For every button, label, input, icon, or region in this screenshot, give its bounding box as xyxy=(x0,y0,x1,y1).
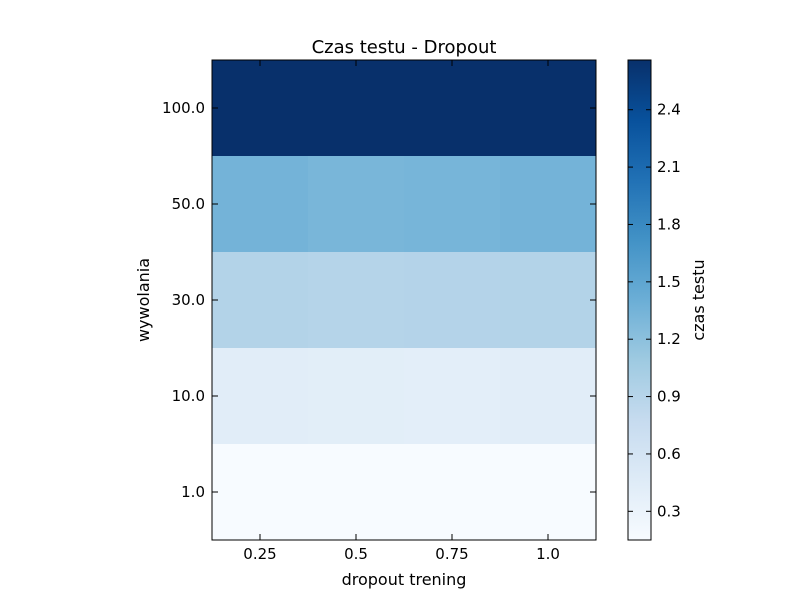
colorbar-tick-label: 2.4 xyxy=(657,101,681,119)
heatmap-cell xyxy=(212,348,309,445)
x-tick-label: 0.75 xyxy=(435,545,468,563)
y-tick-label: 10.0 xyxy=(172,387,205,405)
heatmap-cell xyxy=(500,444,597,541)
heatmap-cells xyxy=(212,60,597,541)
colorbar-tick-label: 0.3 xyxy=(657,502,681,520)
heatmap-cell xyxy=(308,60,405,157)
y-tick-label: 100.0 xyxy=(162,99,205,117)
x-tick-label: 0.25 xyxy=(243,545,276,563)
chart-title: Czas testu - Dropout xyxy=(312,37,497,58)
heatmap-cell xyxy=(308,156,405,253)
y-tick-label: 50.0 xyxy=(172,195,205,213)
heatmap-cell xyxy=(404,348,501,445)
colorbar-axis: 0.3 0.6 0.9 1.2 1.5 1.8 2.1 2.4 xyxy=(628,101,681,520)
colorbar-tick-label: 1.8 xyxy=(657,215,681,233)
heatmap-cell xyxy=(308,348,405,445)
heatmap-cell xyxy=(404,444,501,541)
colorbar-label: czas testu xyxy=(689,259,708,340)
heatmap-cell xyxy=(404,60,501,157)
colorbar-tick-label: 0.9 xyxy=(657,388,681,406)
x-axis: 0.25 0.5 0.75 1.0 xyxy=(243,60,560,563)
heatmap-cell xyxy=(212,444,309,541)
x-axis-label: dropout trening xyxy=(342,570,467,589)
colorbar-tick-label: 2.1 xyxy=(657,158,681,176)
heatmap-cell xyxy=(212,156,309,253)
heatmap-cell xyxy=(404,156,501,253)
heatmap-cell xyxy=(212,60,309,157)
heatmap-cell xyxy=(500,156,597,253)
y-tick-label: 30.0 xyxy=(172,291,205,309)
heatmap-cell xyxy=(404,252,501,349)
heatmap-cell xyxy=(308,252,405,349)
heatmap-cell xyxy=(500,252,597,349)
heatmap-cell xyxy=(500,60,597,157)
x-tick-label: 1.0 xyxy=(536,545,560,563)
heatmap-cell xyxy=(212,252,309,349)
y-axis: 100.0 50.0 30.0 10.0 1.0 xyxy=(162,99,596,501)
y-tick-label: 1.0 xyxy=(181,483,205,501)
colorbar-tick-label: 1.5 xyxy=(657,273,681,291)
y-axis-label: wywolania xyxy=(134,258,153,342)
colorbar xyxy=(627,59,652,541)
plot-frame xyxy=(211,59,597,541)
colorbar-tick-label: 1.2 xyxy=(657,330,681,348)
heatmap-cell xyxy=(308,444,405,541)
heatmap-cell xyxy=(500,348,597,445)
colorbar-tick-label: 0.6 xyxy=(657,445,681,463)
x-tick-label: 0.5 xyxy=(344,545,368,563)
